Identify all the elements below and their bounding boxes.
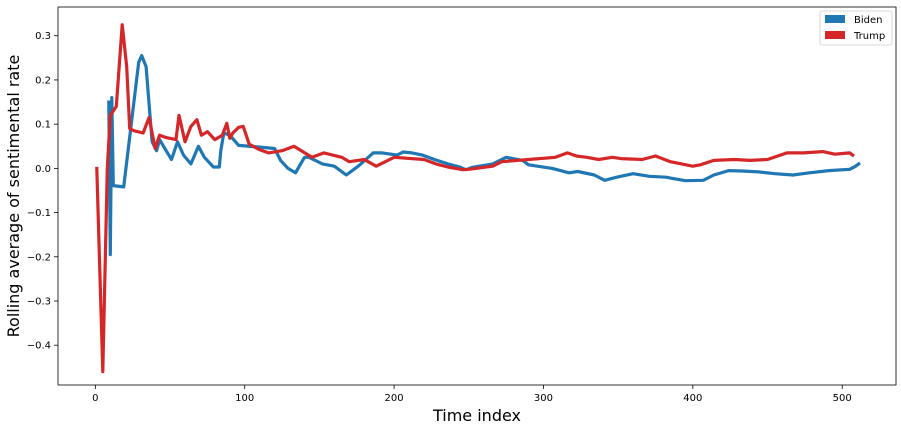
y-tick-label: 0.3 xyxy=(35,31,51,42)
y-tick-label: −0.3 xyxy=(27,297,51,308)
x-axis-title: Time index xyxy=(432,406,521,425)
x-tick-label: 200 xyxy=(385,393,404,404)
legend: Biden Trump xyxy=(819,10,893,46)
x-tick-label: 100 xyxy=(235,393,254,404)
legend-label-trump: Trump xyxy=(853,31,885,42)
plot-frame xyxy=(57,6,897,386)
x-tick-label: 400 xyxy=(683,393,702,404)
y-tick-label: −0.1 xyxy=(27,208,51,219)
y-tick-label: 0.2 xyxy=(35,75,51,86)
series-layer xyxy=(95,23,861,374)
y-axis-ticks: −0.4 −0.3 −0.2 −0.1 0.0 0.1 0.2 0.3 xyxy=(27,31,58,352)
legend-swatch-biden xyxy=(825,15,845,23)
y-tick-label: −0.4 xyxy=(27,341,51,352)
y-tick-label: 0.1 xyxy=(35,120,51,131)
y-axis-title: Rolling average of sentimental rate xyxy=(4,55,23,338)
legend-swatch-trump xyxy=(825,31,845,39)
x-tick-label: 0 xyxy=(92,393,98,404)
y-tick-label: −0.2 xyxy=(27,252,51,263)
series-line-trump xyxy=(95,23,855,374)
legend-label-biden: Biden xyxy=(854,15,882,26)
y-tick-label: 0.0 xyxy=(35,164,51,175)
x-axis-ticks: 0 100 200 300 400 500 xyxy=(92,385,852,404)
series-line-biden xyxy=(107,53,861,257)
x-tick-label: 300 xyxy=(534,393,553,404)
x-tick-label: 500 xyxy=(833,393,852,404)
